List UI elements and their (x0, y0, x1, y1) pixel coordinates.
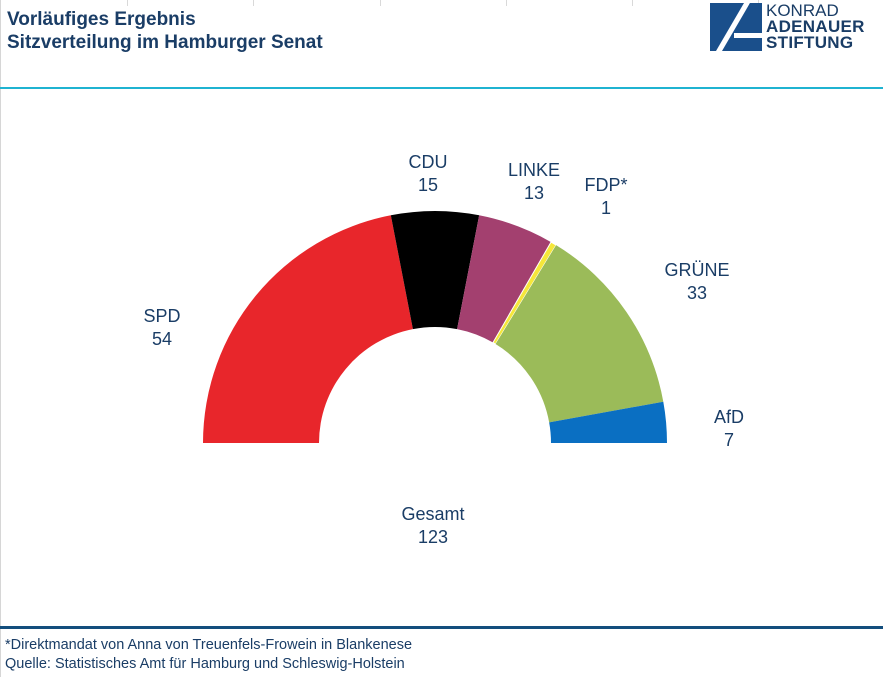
logo-line-3: STIFTUNG (766, 33, 854, 52)
footer-divider (0, 626, 883, 629)
label-party-3: FDP* (584, 175, 627, 195)
kas-logo-icon (710, 3, 762, 51)
logo-text: KONRAD ADENAUER STIFTUNG (766, 1, 865, 52)
total-value: 123 (418, 527, 448, 547)
footnote-text: *Direktmandat von Anna von Treuenfels-Fr… (5, 637, 413, 653)
logo-line-1: KONRAD (766, 1, 839, 20)
segment-spd (203, 215, 413, 443)
label-seats-5: 7 (724, 430, 734, 450)
total-label: Gesamt (401, 504, 464, 524)
label-party-4: GRÜNE (664, 260, 729, 280)
chart-title: Vorläufiges Ergebnis Sitzverteilung im H… (7, 8, 323, 54)
label-party-5: AfD (714, 407, 744, 427)
label-party-0: SPD (143, 306, 180, 326)
segment-linke (457, 215, 551, 343)
label-seats-2: 13 (524, 183, 544, 203)
label-party-1: CDU (409, 152, 448, 172)
label-seats-1: 15 (418, 175, 438, 195)
chart-labels: SPD 54 CDU 15 LINKE 13 FDP* 1 GRÜNE 33 AfD 7 (143, 152, 744, 450)
segment-cdu (390, 211, 480, 330)
segment-afd (549, 401, 667, 443)
title-line-1: Vorläufiges Ergebnis (7, 9, 196, 30)
label-seats-4: 33 (687, 283, 707, 303)
segment-grüne (495, 245, 664, 423)
label-seats-3: 1 (601, 198, 611, 218)
label-party-2: LINKE (508, 160, 560, 180)
kas-logo: KONRAD ADENAUER STIFTUNG (710, 1, 880, 53)
header-divider (0, 87, 883, 89)
title-line-2: Sitzverteilung im Hamburger Senat (7, 32, 323, 53)
footer: *Direktmandat von Anna von Treuenfels-Fr… (5, 636, 412, 674)
chart-segments (203, 211, 667, 443)
left-border (0, 0, 1, 677)
label-seats-0: 54 (152, 329, 172, 349)
logo-line-2: ADENAUER (766, 17, 865, 36)
source-text: Quelle: Statistisches Amt für Hamburg un… (5, 656, 405, 672)
